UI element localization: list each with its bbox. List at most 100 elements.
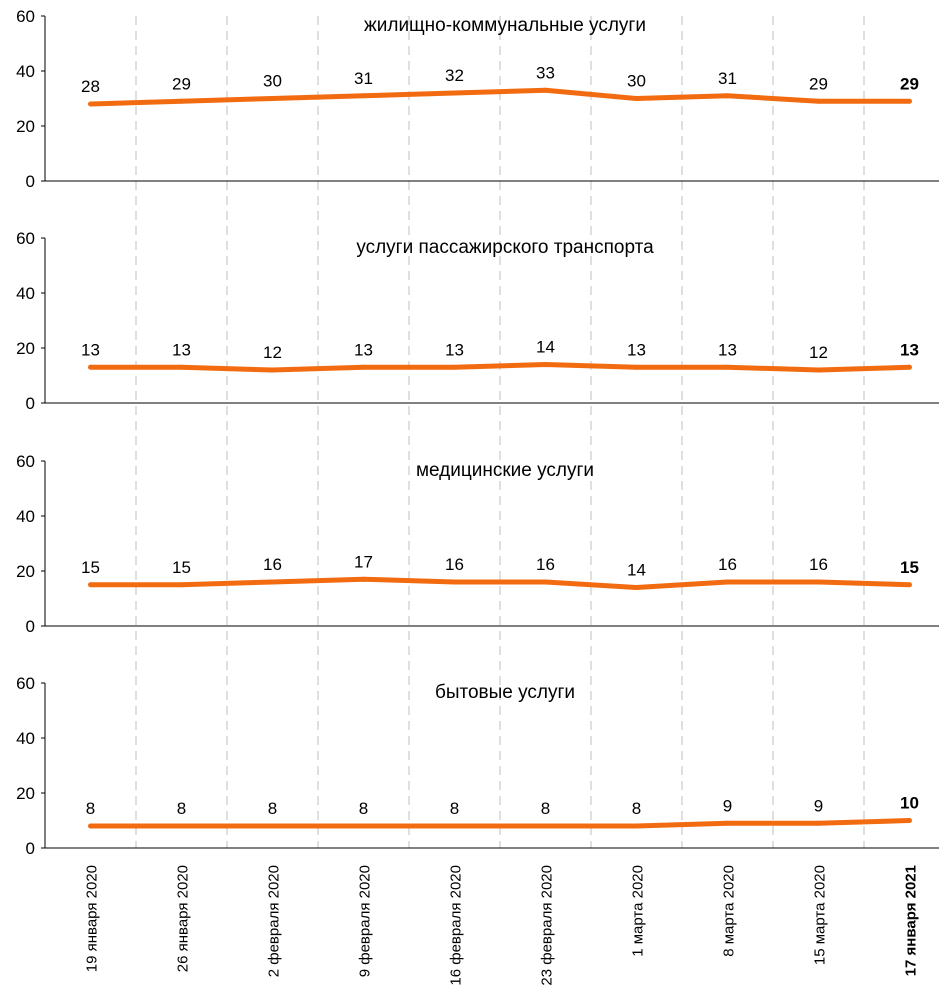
panel-3: 0 20 40 60 медицинские услуги 15 15 16 17 16 16 14 1…: [16, 452, 939, 636]
data-point: [543, 823, 548, 829]
panel-2: 0 20 40 60 услуги пассажирского транспорта 13…: [16, 229, 939, 413]
data-label: 13: [445, 340, 464, 359]
series-line: [90, 87, 910, 107]
data-point: [88, 364, 93, 370]
y-tick-label: 0: [26, 172, 35, 191]
panels-layer: 0 20 40 60 жилищно-коммунальные услуги 28 29 30…: [16, 7, 939, 858]
data-point: [634, 96, 639, 101]
data-point: [270, 96, 275, 101]
y-tick-label: 40: [16, 62, 35, 81]
y-tick-label: 60: [16, 7, 35, 26]
grid-layer: [135, 16, 865, 848]
x-tick-label: 16 февраля 2020: [448, 865, 465, 986]
data-label: 13: [172, 340, 191, 359]
data-label: 33: [536, 63, 555, 82]
y-tick-label: 0: [26, 617, 35, 636]
panel-title: бытовые услуги: [435, 682, 575, 703]
data-label: 15: [81, 558, 100, 577]
data-label: 8: [177, 799, 186, 818]
data-point: [725, 579, 730, 585]
y-tick-label: 0: [26, 839, 35, 858]
y-tick-label: 20: [16, 339, 35, 358]
data-point: [452, 364, 457, 370]
data-label: 30: [263, 72, 282, 91]
data-label: 8: [450, 799, 459, 818]
data-label: 28: [81, 77, 100, 96]
data-point: [907, 582, 912, 588]
x-tick-label: 1 марта 2020: [630, 865, 647, 957]
data-label: 12: [809, 343, 828, 362]
data-point: [543, 87, 548, 93]
data-label: 13: [900, 340, 919, 359]
x-tick-label: 8 марта 2020: [721, 865, 738, 957]
data-point: [816, 98, 821, 104]
data-label: 14: [536, 338, 555, 357]
data-point: [361, 823, 366, 829]
data-point: [725, 364, 730, 370]
data-label: 15: [900, 558, 919, 577]
data-point: [543, 579, 548, 585]
data-label: 30: [627, 72, 646, 91]
data-point: [452, 579, 457, 585]
y-tick-label: 0: [26, 394, 35, 413]
data-label: 29: [900, 74, 919, 93]
data-point: [270, 579, 275, 585]
data-point: [270, 367, 275, 373]
data-point: [88, 823, 93, 829]
data-label: 13: [81, 340, 100, 359]
data-point: [270, 823, 275, 829]
data-point: [816, 820, 821, 826]
y-tick-label: 40: [16, 729, 35, 748]
data-point: [361, 576, 366, 582]
y-tick-label: 60: [16, 452, 35, 471]
data-point: [907, 818, 912, 823]
series-line: [90, 818, 910, 829]
panel-title: медицинские услуги: [416, 460, 594, 481]
data-label: 16: [445, 555, 464, 574]
series-line: [90, 362, 910, 373]
y-tick-label: 60: [16, 229, 35, 248]
x-tick-label: 17 января 2021: [903, 865, 920, 976]
x-tick-label: 15 марта 2020: [812, 865, 829, 965]
data-point: [179, 98, 184, 104]
data-label: 8: [86, 799, 95, 818]
data-point: [452, 90, 457, 96]
x-tick-label: 26 января 2020: [175, 865, 192, 972]
data-point: [634, 585, 639, 590]
data-label: 12: [263, 343, 282, 362]
data-point: [816, 367, 821, 373]
data-label: 9: [723, 796, 732, 815]
data-label: 8: [541, 799, 550, 818]
series-line: [90, 576, 910, 590]
data-point: [725, 93, 730, 99]
y-tick-label: 40: [16, 284, 35, 303]
data-label: 13: [354, 340, 373, 359]
data-point: [361, 364, 366, 370]
x-tick-label: 19 января 2020: [84, 865, 101, 972]
y-tick-label: 20: [16, 562, 35, 581]
data-point: [634, 823, 639, 829]
panel-title: услуги пассажирского транспорта: [356, 237, 654, 258]
data-label: 15: [172, 558, 191, 577]
data-label: 10: [900, 794, 919, 813]
data-point: [361, 93, 366, 99]
data-label: 16: [263, 555, 282, 574]
x-tick-label: 9 февраля 2020: [357, 865, 374, 977]
data-label: 31: [354, 69, 373, 88]
panel-4: 0 20 40 60 бытовые услуги 8 8 8 8 8 8 8 9 9 10: [16, 674, 939, 858]
data-label: 13: [718, 340, 737, 359]
data-point: [907, 364, 912, 370]
data-point: [816, 579, 821, 585]
data-label: 16: [718, 555, 737, 574]
panel-1: 0 20 40 60 жилищно-коммунальные услуги 28 29 30…: [16, 7, 939, 191]
data-point: [179, 582, 184, 588]
data-point: [179, 823, 184, 829]
y-tick-label: 20: [16, 117, 35, 136]
data-label: 14: [627, 561, 646, 580]
data-label: 9: [814, 796, 823, 815]
data-label: 13: [627, 340, 646, 359]
y-tick-label: 20: [16, 784, 35, 803]
data-label: 16: [536, 555, 555, 574]
